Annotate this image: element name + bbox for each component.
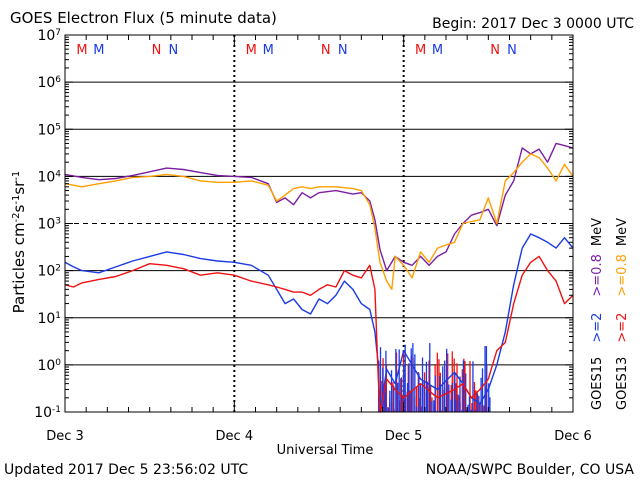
marker-label: N: [169, 43, 179, 58]
y-tick-label: 107: [37, 28, 61, 44]
marker-label: M: [432, 43, 443, 58]
series-line: [64, 255, 574, 413]
marker-label: N: [152, 43, 162, 58]
x-axis-label: Universal Time: [277, 443, 374, 458]
series-line: [64, 153, 574, 291]
legend: GOES15>=2>=0.8MeV GOES13>=2>=0.8MeV: [590, 218, 630, 410]
y-axis-label: Particles cm-2s-1sr-1: [10, 171, 28, 314]
x-tick-label: Dec 5: [385, 429, 423, 444]
updated-timestamp: Updated 2017 Dec 5 23:56:02 UTC: [4, 462, 248, 478]
legend-column: GOES15>=2>=0.8MeV: [590, 218, 605, 410]
legend-entry: GOES15>=2>=0.8MeV: [590, 218, 605, 410]
marker-label: M: [246, 43, 257, 58]
source-credit: NOAA/SWPC Boulder, CO USA: [426, 462, 635, 478]
y-axis-label-text: Particles cm-2s-1sr-1: [10, 171, 28, 314]
marker-label: M: [415, 43, 426, 58]
series-line: [64, 233, 574, 413]
marker-label: N: [338, 43, 348, 58]
begin-time: Begin: 2017 Dec 3 0000 UTC: [432, 16, 634, 32]
y-ticks: 10-1 100 101 102 103 104 105 106 107: [34, 28, 573, 421]
y-tick-label: 10-1: [34, 405, 61, 421]
marker-label: M: [76, 43, 87, 58]
marker-label: M: [93, 43, 104, 58]
x-tick-label: Dec 3: [46, 429, 84, 444]
y-tick-label: 102: [37, 264, 61, 280]
y-tick-label: 104: [37, 169, 61, 185]
y-tick-label: 101: [37, 311, 61, 327]
legend-entry: GOES13>=2>=0.8MeV: [615, 218, 630, 410]
marker-label: N: [507, 43, 517, 58]
chart-title: GOES Electron Flux (5 minute data): [10, 9, 277, 27]
legend-column: GOES13>=2>=0.8MeV: [615, 218, 630, 410]
x-tick-label: Dec 6: [554, 429, 592, 444]
x-ticks: Dec 3 Dec 4 Dec 5 Dec 6: [46, 35, 592, 444]
flux-series: [64, 142, 574, 413]
marker-label: N: [490, 43, 500, 58]
x-tick-label: Dec 4: [216, 429, 254, 444]
marker-label: N: [321, 43, 331, 58]
y-tick-label: 105: [37, 122, 61, 138]
dropout-spikes: [378, 343, 491, 412]
series-line: [64, 142, 574, 272]
marker-label: M: [263, 43, 274, 58]
plot-frame: [64, 34, 574, 413]
y-tick-label: 103: [37, 217, 61, 233]
y-tick-label: 100: [37, 358, 61, 374]
y-tick-label: 106: [37, 75, 61, 91]
